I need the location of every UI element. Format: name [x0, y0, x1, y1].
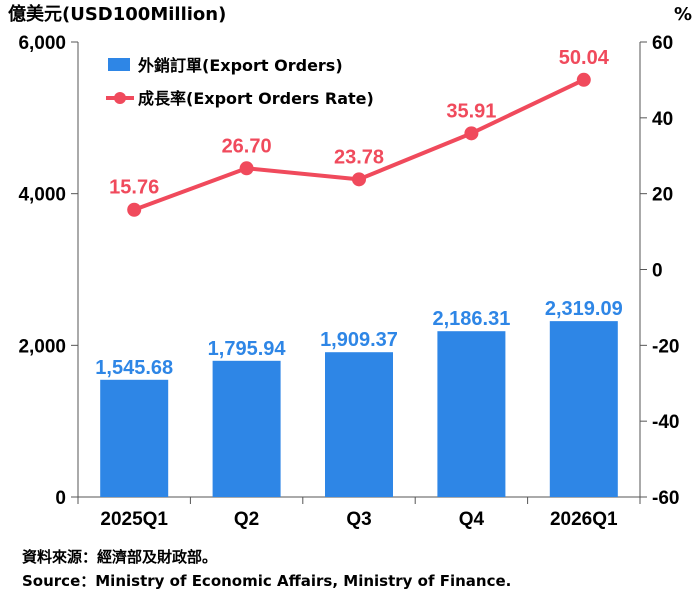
line-point	[464, 126, 479, 141]
bar-data-label: 1,909.37	[320, 329, 398, 351]
line-point	[352, 172, 366, 187]
bar-data-label: 2,319.09	[545, 298, 623, 320]
y-left-tick-label: 0	[55, 488, 66, 509]
bar	[549, 321, 618, 497]
y-axis-right-label: %	[674, 4, 692, 25]
line-point	[239, 161, 254, 176]
line-series: 15.76 26.70 23.78 35.91 50.04	[109, 47, 610, 217]
line-data-label: 26.70	[222, 135, 272, 157]
y-left-tick-label: 2,000	[18, 336, 66, 357]
bar	[100, 379, 169, 497]
x-tick-label: 2026Q1	[550, 509, 618, 530]
bar	[325, 352, 393, 497]
legend-line-marker	[114, 92, 126, 104]
y-right-tick-label: -40	[652, 412, 679, 433]
legend: 外銷訂單(Export Orders) 成長率(Export Orders Ra…	[106, 56, 374, 108]
y-left-tick-label: 4,000	[18, 185, 66, 206]
line-point	[576, 72, 591, 87]
line-data-label: 23.78	[334, 146, 384, 168]
y-right-tick-label: 20	[652, 185, 673, 206]
y-right-tick-label: -20	[652, 336, 679, 357]
legend-line-label: 成長率(Export Orders Rate)	[138, 89, 374, 108]
source-en: Source：Ministry of Economic Affairs, Min…	[22, 572, 512, 590]
bar-data-label: 1,795.94	[208, 338, 287, 360]
source-zh: 資料來源：經濟部及財政部。	[22, 548, 218, 566]
line-point	[127, 202, 142, 217]
line-data-label: 15.76	[109, 177, 159, 199]
legend-bar-label: 外銷訂單(Export Orders)	[137, 56, 343, 75]
line-data-label: 35.91	[446, 100, 496, 122]
y-left-tick-label: 6,000	[18, 33, 66, 54]
x-tick-label: Q2	[234, 509, 259, 530]
legend-bar-swatch	[108, 58, 130, 71]
y-right-tick-label: 60	[652, 33, 673, 54]
bar	[212, 360, 281, 497]
y-right-tick-label: 0	[652, 261, 663, 282]
bar	[437, 331, 506, 497]
x-tick-label: Q4	[459, 509, 485, 530]
y-axis-left-label: 億美元(USD100Million)	[8, 3, 226, 25]
y-right-tick-label: -60	[652, 488, 679, 509]
y-right-tick-label: 40	[652, 109, 673, 130]
line-data-label: 50.04	[559, 47, 610, 69]
axes: 0 2,000 4,000 6,000 -60 -40 -20 0 20 40 60 2025Q1 Q2…	[18, 33, 679, 530]
bar-data-label: 2,186.31	[432, 308, 510, 330]
bar-data-label: 1,545.68	[95, 357, 173, 379]
x-tick-label: Q3	[346, 509, 371, 530]
x-tick-label: 2025Q1	[100, 509, 168, 530]
bars: 1,545.68 1,795.94 1,909.37 2,186.31 2,319.09	[95, 298, 623, 497]
